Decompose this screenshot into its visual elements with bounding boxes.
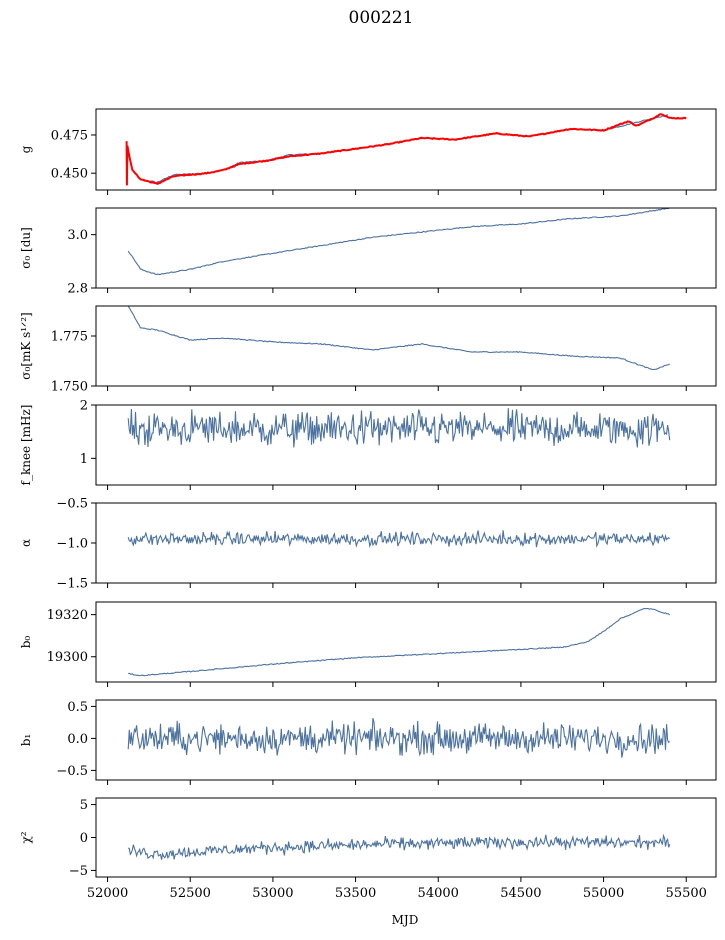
series-line-1 xyxy=(127,530,671,549)
panel-7: −0.5 0.0 0.5 b₁ xyxy=(19,699,717,785)
x-tick-label: 54000 xyxy=(418,886,459,901)
y-tick-label: 19320 xyxy=(47,608,88,623)
x-tick-label: 55000 xyxy=(583,886,624,901)
panel-4: 1 2 f_knee [mHz] xyxy=(19,399,717,490)
panel-5: −1.5 −1.0 −0.5 α xyxy=(19,497,717,592)
x-tick-label: 52000 xyxy=(87,886,128,901)
x-tick-label: 55500 xyxy=(666,886,707,901)
series-line-1 xyxy=(128,607,671,677)
y-tick-label: −0.5 xyxy=(56,764,88,779)
panel-frame xyxy=(95,305,717,387)
series-line-1 xyxy=(127,717,671,758)
panel-frame xyxy=(95,699,717,781)
series-line-1 xyxy=(127,208,671,275)
y-axis-label: b₀ xyxy=(19,636,33,649)
series-line-1 xyxy=(127,306,670,371)
y-tick-label: −5 xyxy=(69,864,88,879)
panel-1: 0.450 0.475 g xyxy=(19,108,717,195)
y-tick-label: 1.750 xyxy=(51,380,88,395)
y-axis-label: f_knee [mHz] xyxy=(19,405,33,486)
panel-frame xyxy=(95,601,717,683)
series-line-2 xyxy=(125,113,687,186)
y-tick-label: −0.5 xyxy=(56,497,88,512)
y-axis-label: b₁ xyxy=(19,734,33,747)
y-axis-label: χ² xyxy=(19,831,33,843)
x-tick-label: 52500 xyxy=(170,886,211,901)
y-axis-label: g xyxy=(19,145,33,153)
y-tick-label: 5 xyxy=(80,798,88,813)
y-tick-label: −1.0 xyxy=(56,537,88,552)
series-line-1 xyxy=(127,833,671,860)
panel-8: −5 0 5 χ² xyxy=(19,797,717,882)
panel-frame xyxy=(95,108,717,191)
panel-frame xyxy=(95,797,717,878)
y-tick-label: 1.775 xyxy=(51,330,88,345)
y-tick-label: 0.0 xyxy=(67,732,88,747)
series-line-1 xyxy=(127,408,671,448)
x-tick-label: 53000 xyxy=(252,886,293,901)
y-tick-label: 19300 xyxy=(47,650,88,665)
y-tick-label: 0 xyxy=(80,831,88,846)
panel-3: 1.750 1.775 σ₀[mK s¹ᐟ²] xyxy=(19,305,717,395)
y-tick-label: 0.475 xyxy=(51,128,88,143)
x-axis-label: MJD xyxy=(392,913,419,927)
panel-6: 19300 19320 b₀ xyxy=(19,601,717,687)
panel-2: 2.8 3.0 σ₀ [du] xyxy=(19,207,717,297)
y-axis-label: σ₀ [du] xyxy=(19,227,33,269)
x-tick-label: 53500 xyxy=(335,886,376,901)
y-tick-label: 2 xyxy=(80,399,88,414)
y-tick-label: 0.450 xyxy=(51,167,88,182)
y-tick-label: −1.5 xyxy=(56,577,88,592)
y-tick-label: 3.0 xyxy=(67,228,88,243)
y-tick-label: 0.5 xyxy=(67,700,88,715)
panel-frame xyxy=(95,207,717,289)
panel-frame xyxy=(95,404,717,486)
y-tick-label: 1 xyxy=(80,452,88,467)
y-axis-label: α xyxy=(19,539,33,547)
figure-title: 000221 xyxy=(349,8,414,28)
x-tick-label: 54500 xyxy=(500,886,541,901)
y-tick-label: 2.8 xyxy=(67,282,88,297)
y-axis-label: σ₀[mK s¹ᐟ²] xyxy=(19,312,33,379)
